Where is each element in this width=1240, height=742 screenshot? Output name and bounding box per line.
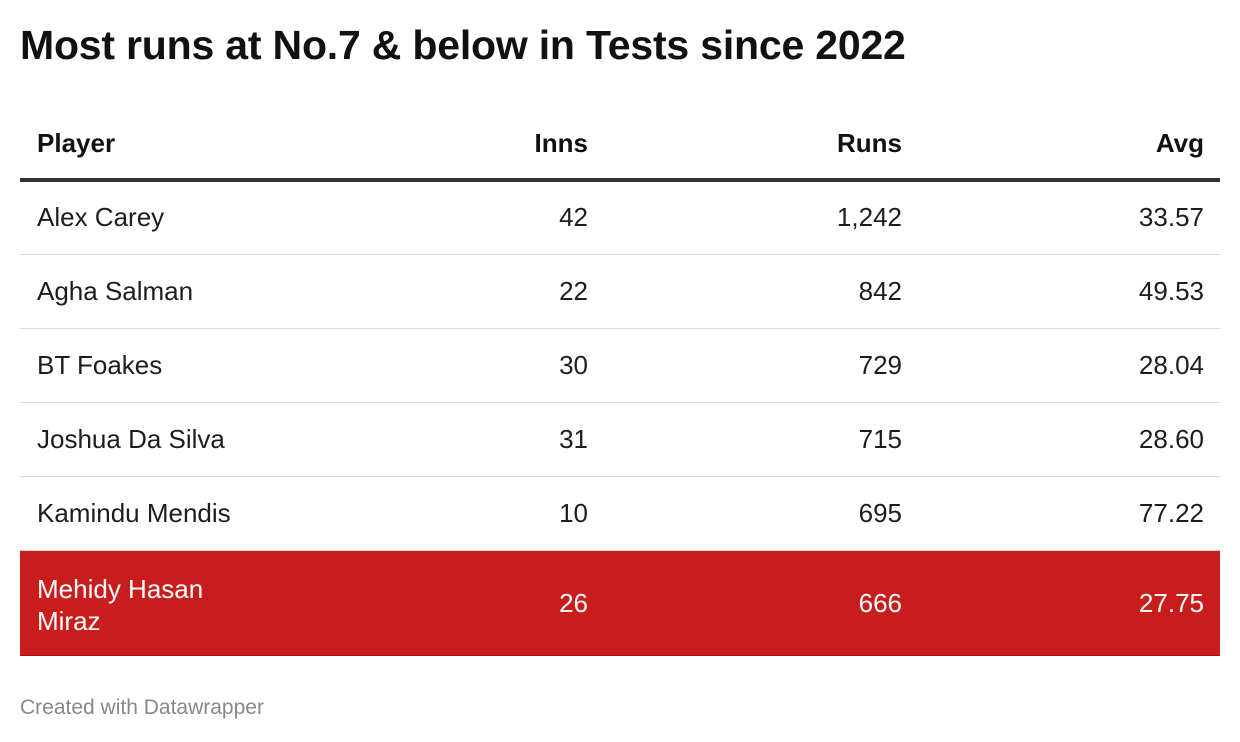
cell-avg: 27.75 — [902, 550, 1220, 656]
cell-inns: 10 — [270, 476, 588, 551]
cell-runs: 1,242 — [588, 180, 902, 255]
cell-player: BT Foakes — [20, 328, 270, 403]
cell-runs: 695 — [588, 476, 902, 551]
cell-runs: 666 — [588, 550, 902, 656]
cell-inns: 31 — [270, 402, 588, 477]
table-row: BT Foakes 30 729 28.04 — [20, 328, 1220, 403]
table-header-row: Player Inns Runs Avg — [20, 108, 1220, 182]
cell-runs: 715 — [588, 402, 902, 477]
runs-table: Player Inns Runs Avg Alex Carey 42 1,242… — [20, 108, 1220, 656]
cell-player: Mehidy Hasan Miraz — [20, 550, 270, 656]
table-row: Kamindu Mendis 10 695 77.22 — [20, 476, 1220, 551]
table-row: Joshua Da Silva 31 715 28.60 — [20, 402, 1220, 477]
cell-avg: 49.53 — [902, 254, 1220, 329]
cell-inns: 26 — [270, 550, 588, 656]
table-row: Alex Carey 42 1,242 33.57 — [20, 180, 1220, 255]
column-header-runs[interactable]: Runs — [588, 108, 902, 182]
cell-player: Kamindu Mendis — [20, 476, 270, 551]
column-header-avg[interactable]: Avg — [902, 108, 1220, 182]
cell-inns: 42 — [270, 180, 588, 255]
cell-player: Joshua Da Silva — [20, 402, 270, 477]
cell-avg: 33.57 — [902, 180, 1220, 255]
cell-runs: 729 — [588, 328, 902, 403]
table-row: Agha Salman 22 842 49.53 — [20, 254, 1220, 329]
cell-inns: 30 — [270, 328, 588, 403]
cell-avg: 77.22 — [902, 476, 1220, 551]
datawrapper-credit[interactable]: Created with Datawrapper — [20, 696, 264, 719]
column-header-player[interactable]: Player — [20, 108, 270, 182]
column-header-inns[interactable]: Inns — [270, 108, 588, 182]
cell-runs: 842 — [588, 254, 902, 329]
cell-inns: 22 — [270, 254, 588, 329]
cell-avg: 28.60 — [902, 402, 1220, 477]
cell-player: Alex Carey — [20, 180, 270, 255]
table-row-highlighted: Mehidy Hasan Miraz 26 666 27.75 — [20, 550, 1220, 656]
cell-player: Agha Salman — [20, 254, 270, 329]
cell-avg: 28.04 — [902, 328, 1220, 403]
chart-title: Most runs at No.7 & below in Tests since… — [20, 22, 906, 68]
